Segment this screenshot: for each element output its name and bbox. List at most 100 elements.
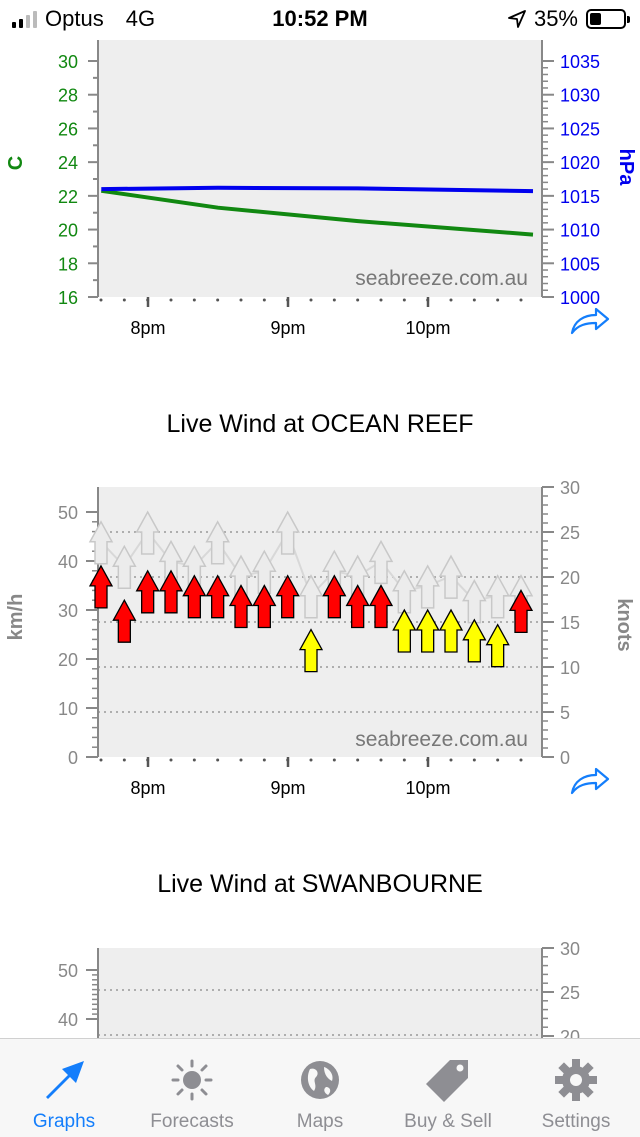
- carrier-label: Optus: [45, 6, 104, 31]
- wind-arrow: [88, 564, 114, 609]
- temp-tick-label: 16: [58, 288, 78, 308]
- gust-arrow: [205, 520, 230, 565]
- status-bar: Optus 4G 10:52 PM 35%: [0, 0, 640, 40]
- wind-arrow: [158, 569, 184, 614]
- wind-arrow: [135, 569, 160, 614]
- gust-arrow: [275, 510, 300, 555]
- x-tick-label: 10pm: [405, 318, 450, 338]
- sun-icon: [171, 1059, 213, 1101]
- gust-arrow: [415, 564, 440, 609]
- kmh-tick-label: 20: [58, 650, 78, 670]
- wind-arrow: [182, 574, 207, 619]
- ocean-reef-wind-chart[interactable]: 50 40 30 20 10 0 30 25 20 15 10 5 0 8pm 9pm 10pm km/h…: [0, 478, 640, 808]
- wind-arrow: [368, 584, 394, 629]
- knots-tick-label: 15: [560, 613, 580, 633]
- temp-pressure-chart[interactable]: 30 28 26 24 22 20 18 16 1035 1030 1025 1020 1015 101…: [0, 40, 640, 350]
- pressure-tick-label: 1030: [560, 86, 600, 106]
- y-tick-label: 50: [58, 961, 78, 981]
- y2-tick-label: 20: [560, 1027, 580, 1038]
- temp-tick-label: 30: [58, 52, 78, 72]
- pressure-tick-label: 1025: [560, 119, 600, 139]
- wind-arrow: [345, 584, 370, 629]
- kmh-tick-label: 30: [58, 601, 78, 621]
- signal-icon: [12, 10, 37, 28]
- wind-arrow: [462, 618, 487, 663]
- swanbourne-title: Live Wind at SWANBOURNE: [157, 870, 483, 898]
- pressure-tick-label: 1015: [560, 187, 600, 207]
- y-tick-label: 40: [58, 1010, 78, 1030]
- tag-icon: [426, 1060, 468, 1102]
- pressure-line: [101, 185, 534, 194]
- wind-arrow: [438, 608, 464, 653]
- gust-arrow: [438, 554, 464, 599]
- wind-arrow: [485, 623, 510, 668]
- temp-tick-label: 20: [58, 221, 78, 241]
- tab-buy-sell[interactable]: Buy & Sell: [384, 1039, 512, 1137]
- knots-tick-label: 10: [560, 658, 580, 678]
- temp-tick-label: 18: [58, 254, 78, 274]
- temp-tick-label: 28: [58, 86, 78, 106]
- wind-arrow: [298, 628, 324, 673]
- temp-axis-label: C: [5, 156, 27, 170]
- knots-tick-label: 20: [560, 568, 580, 588]
- y2-tick-label: 30: [560, 940, 580, 959]
- temp-tick-label: 26: [58, 119, 78, 139]
- wind-arrow: [322, 574, 347, 619]
- kmh-axis-label: km/h: [5, 594, 27, 641]
- temp-tick-label: 24: [58, 153, 78, 173]
- x-tick-label: 8pm: [130, 318, 165, 338]
- knots-tick-label: 25: [560, 523, 580, 543]
- wind-arrow: [112, 598, 137, 643]
- pressure-axis-label: hPa: [615, 149, 637, 187]
- gust-arrow: [485, 574, 510, 619]
- plot-background: [98, 40, 542, 297]
- temp-tick-label: 22: [58, 187, 78, 207]
- pressure-tick-label: 1035: [560, 52, 600, 72]
- network-label: 4G: [125, 6, 156, 31]
- kmh-tick-label: 50: [58, 503, 78, 523]
- gust-arrow: [112, 544, 137, 590]
- pressure-tick-label: 1000: [560, 288, 600, 308]
- wind-arrow: [508, 589, 534, 634]
- wind-arrow: [415, 608, 440, 653]
- watermark: seabreeze.com.au: [355, 267, 528, 290]
- swanbourne-wind-chart[interactable]: 50 40 30 25 20: [0, 940, 640, 1038]
- tab-label: Forecasts: [150, 1111, 234, 1132]
- pressure-tick-label: 1020: [560, 153, 600, 173]
- temperature-line: [101, 188, 534, 237]
- knots-tick-label: 5: [560, 703, 570, 723]
- tab-graphs[interactable]: Graphs: [0, 1039, 128, 1137]
- kmh-tick-label: 40: [58, 552, 78, 572]
- knots-tick-label: 30: [560, 478, 580, 498]
- wind-arrow: [228, 584, 254, 629]
- pressure-tick-label: 1005: [560, 254, 600, 274]
- plot-background: [98, 948, 542, 1038]
- tab-forecasts[interactable]: Forecasts: [128, 1039, 256, 1137]
- gust-arrow: [135, 510, 160, 555]
- tab-label: Settings: [541, 1111, 611, 1132]
- battery-label: 35%: [533, 6, 578, 31]
- share-icon[interactable]: [570, 307, 610, 335]
- x-tick-label: 9pm: [270, 318, 305, 338]
- status-right: 35%: [508, 6, 630, 32]
- share-icon[interactable]: [570, 767, 610, 795]
- location-arrow-icon: [508, 10, 526, 28]
- status-left: Optus 4G: [12, 6, 155, 32]
- battery-icon: [586, 9, 630, 29]
- gear-icon: [555, 1059, 597, 1101]
- knots-axis-label: knots: [613, 598, 635, 651]
- x-tick-label: 9pm: [270, 778, 305, 798]
- tab-settings[interactable]: Settings: [512, 1039, 640, 1137]
- tab-maps[interactable]: Maps: [256, 1039, 384, 1137]
- gust-arrows: [88, 510, 534, 624]
- arrow-icon: [46, 1061, 84, 1099]
- gust-arrow: [88, 520, 114, 565]
- globe-icon: [301, 1061, 339, 1099]
- tab-label: Maps: [296, 1111, 344, 1132]
- watermark: seabreeze.com.au: [355, 728, 528, 751]
- kmh-tick-label: 10: [58, 699, 78, 719]
- wind-arrow: [392, 608, 417, 653]
- tab-label: Buy & Sell: [404, 1111, 492, 1132]
- x-tick-label: 8pm: [130, 778, 165, 798]
- wind-arrows: [88, 564, 534, 673]
